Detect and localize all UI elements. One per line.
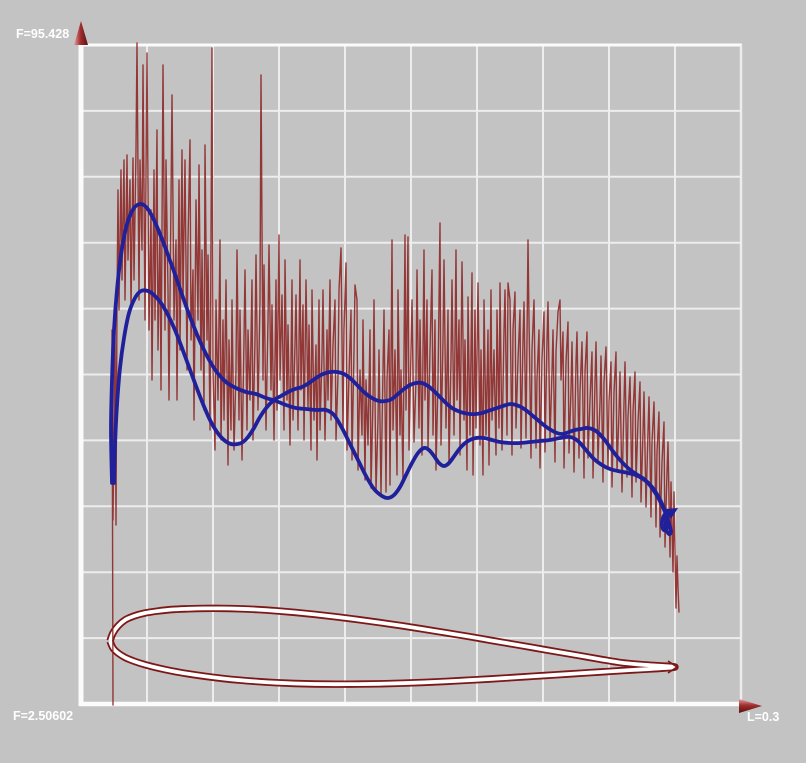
blue-trace-end-arrow-icon (666, 508, 678, 519)
y-axis-arrow-icon (74, 21, 88, 45)
y-axis-max-label: F=95.428 (16, 27, 70, 41)
y-axis-min-label: F=2.50602 (13, 709, 74, 723)
trace-blue-smooth-2 (112, 288, 672, 533)
trace-blue-smooth-1 (109, 202, 673, 536)
x-axis-arrow-icon (739, 699, 762, 713)
airfoil-core (108, 606, 677, 687)
trailing-edge-tick-icon (667, 660, 679, 674)
x-axis-end-label: L=0.3 (747, 710, 780, 724)
trace-red-noisy (111, 42, 680, 706)
